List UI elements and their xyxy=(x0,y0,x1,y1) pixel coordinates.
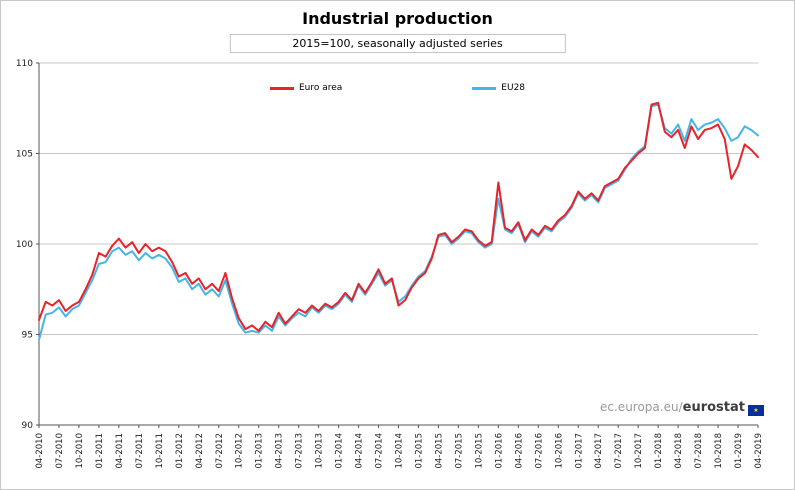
x-tick-label: 10-2015 xyxy=(474,433,484,469)
x-tick-label: 07-2015 xyxy=(454,433,464,469)
x-tick-label: 04-2015 xyxy=(434,433,444,469)
x-tick-label: 01-2013 xyxy=(255,433,265,469)
x-tick-label: 07-2014 xyxy=(375,433,385,469)
chart-subtitle: 2015=100, seasonally adjusted series xyxy=(229,34,566,53)
x-tick-label: 10-2018 xyxy=(714,433,724,469)
x-tick-label: 04-2011 xyxy=(115,433,125,469)
x-tick-label: 01-2011 xyxy=(95,433,105,469)
x-tick-label: 10-2013 xyxy=(315,433,325,469)
eurostat-watermark: ec.europa.eu/eurostat ★ xyxy=(600,400,764,416)
x-tick-label: 10-2016 xyxy=(554,433,564,469)
x-tick-label: 01-2015 xyxy=(414,433,424,469)
x-tick-label: 10-2010 xyxy=(75,433,85,469)
x-tick-label: 10-2017 xyxy=(634,433,644,469)
x-tick-label: 07-2010 xyxy=(55,433,65,469)
x-tick-label: 01-2019 xyxy=(734,433,744,469)
eu-flag-icon: ★ xyxy=(748,405,764,416)
x-tick-label: 07-2011 xyxy=(135,433,145,469)
series-line-euro-area xyxy=(38,101,759,332)
x-tick-label: 01-2012 xyxy=(175,433,185,469)
y-tick-label: 95 xyxy=(22,331,33,341)
x-tick-label: 04-2018 xyxy=(674,433,684,469)
x-tick-label: 07-2012 xyxy=(215,433,225,469)
x-tick-label: 04-2014 xyxy=(355,433,365,469)
x-tick-label: 04-2017 xyxy=(594,433,604,469)
y-tick-label: 90 xyxy=(22,421,34,431)
watermark-url-prefix: ec.europa.eu/ xyxy=(600,400,683,414)
x-tick-label: 07-2018 xyxy=(694,433,704,469)
x-tick-label: 04-2016 xyxy=(514,433,524,469)
x-tick-label: 01-2016 xyxy=(494,433,504,469)
y-tick-label: 105 xyxy=(16,150,33,160)
x-tick-label: 07-2016 xyxy=(534,433,544,469)
x-tick-label: 04-2019 xyxy=(754,433,764,469)
x-tick-label: 04-2012 xyxy=(195,433,205,469)
x-tick-label: 07-2017 xyxy=(614,433,624,469)
x-tick-label: 07-2013 xyxy=(295,433,305,469)
x-tick-label: 04-2013 xyxy=(275,433,285,469)
chart-title: Industrial production xyxy=(302,9,493,28)
x-tick-label: 01-2017 xyxy=(574,433,584,469)
y-tick-label: 100 xyxy=(16,240,33,250)
x-tick-label: 10-2012 xyxy=(235,433,245,469)
y-tick-label: 110 xyxy=(16,59,33,69)
x-tick-label: 01-2018 xyxy=(654,433,664,469)
x-tick-label: 01-2014 xyxy=(335,433,345,469)
watermark-brand: eurostat xyxy=(682,400,745,415)
x-tick-label: 10-2014 xyxy=(395,433,405,469)
x-tick-label: 10-2011 xyxy=(155,433,165,469)
x-tick-label: 04-2010 xyxy=(35,433,45,469)
